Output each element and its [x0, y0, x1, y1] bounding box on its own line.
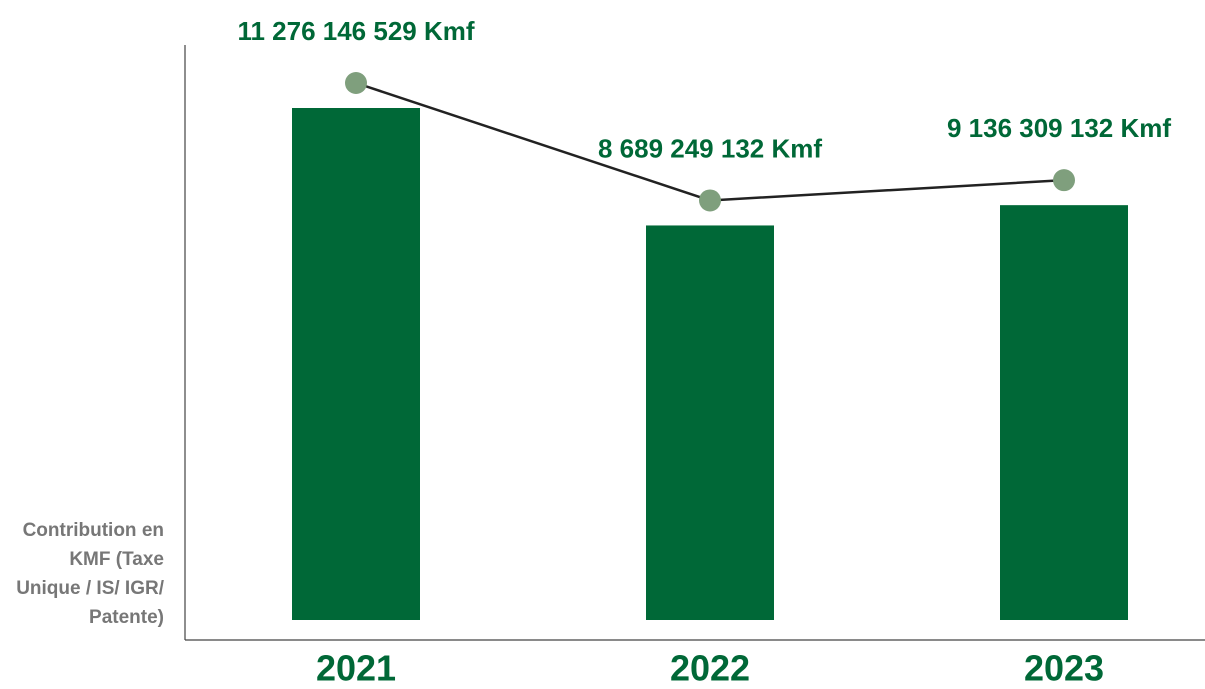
data-label: 9 136 309 132 Kmf — [947, 113, 1171, 143]
x-tick-label: 2023 — [1024, 648, 1104, 689]
line-marker — [1053, 169, 1075, 192]
x-tick-label: 2022 — [670, 648, 750, 689]
bar — [292, 108, 420, 620]
data-label: 8 689 249 132 Kmf — [598, 133, 822, 163]
data-label: 11 276 146 529 Kmf — [237, 16, 474, 46]
line-marker — [699, 189, 721, 212]
y-axis-label: Contribution en KMF (Taxe Unique / IS/ I… — [16, 520, 164, 628]
x-tick-label: 2021 — [316, 648, 396, 689]
bar — [646, 225, 774, 620]
line-marker — [345, 72, 367, 94]
bar — [1000, 205, 1128, 620]
